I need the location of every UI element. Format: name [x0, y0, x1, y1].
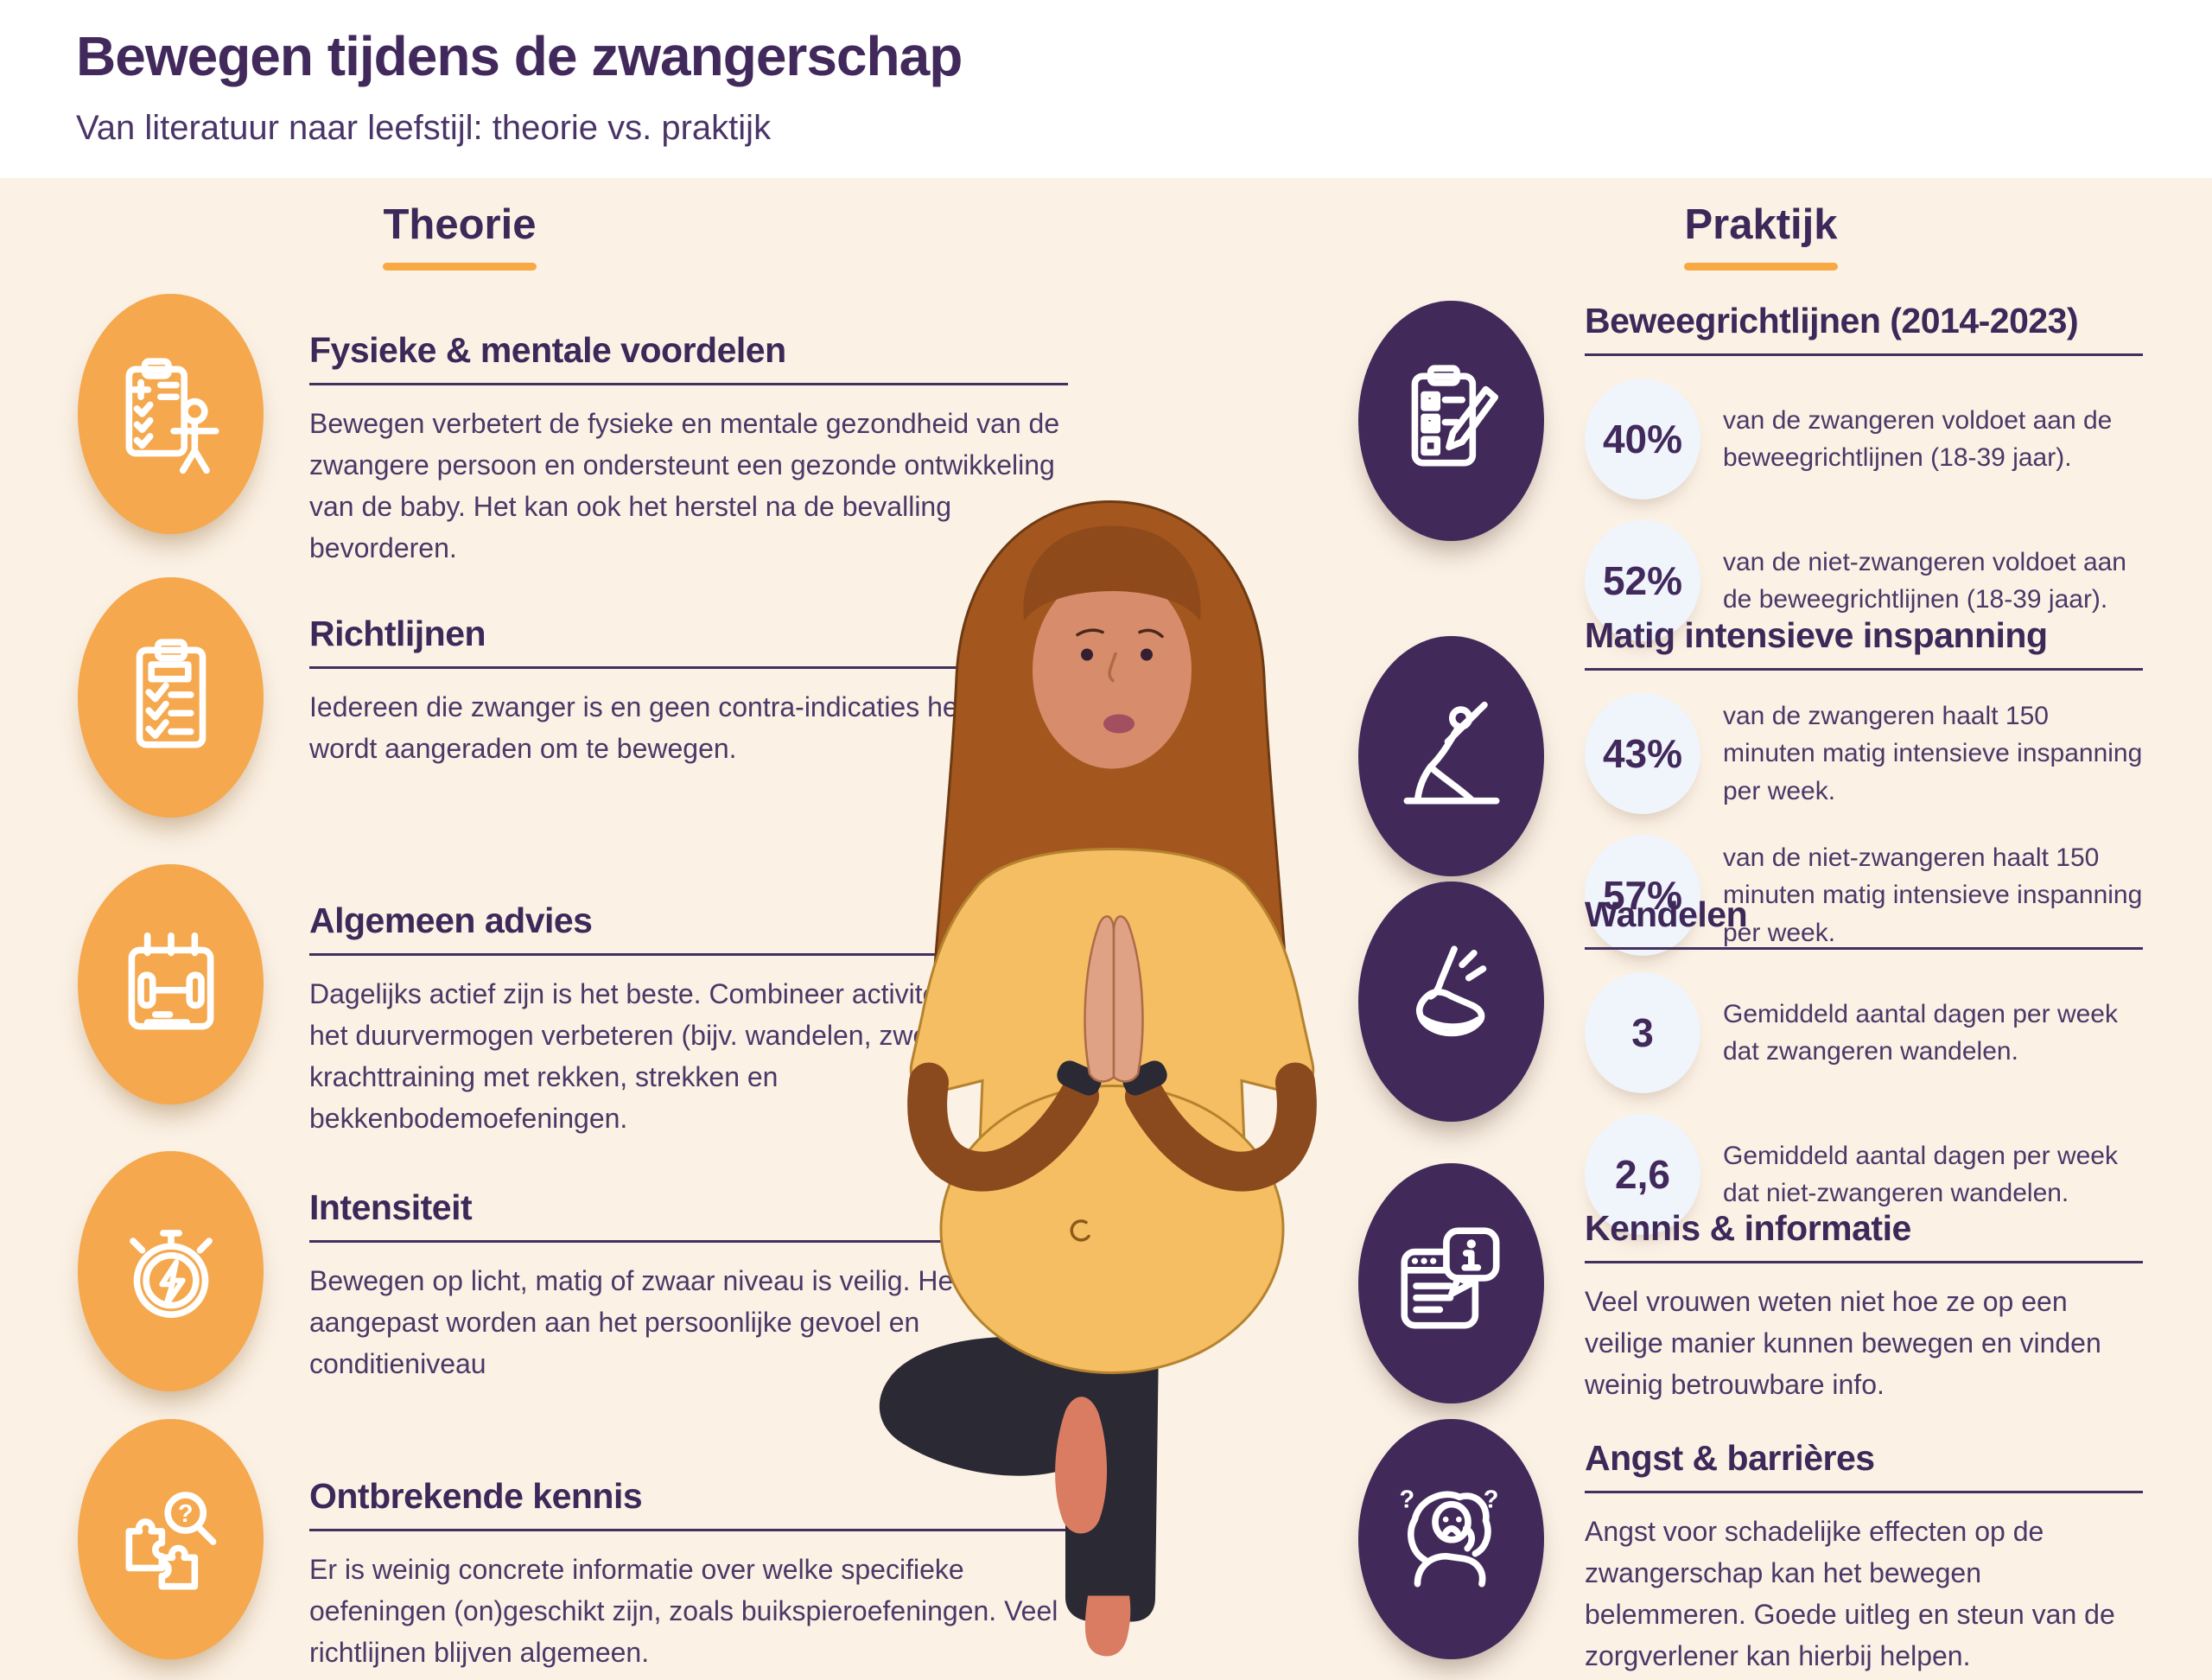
item-title: Ontbrekende kennis — [309, 1476, 1068, 1531]
puzzle-magnifier-icon: ? — [78, 1419, 264, 1659]
stat-row: 52% van de niet-zwangeren voldoet aan de… — [1585, 520, 2143, 641]
practice-item-content: Angst & barrières Angst voor schadelijke… — [1585, 1438, 2143, 1677]
stat-row: 43% van de zwangeren haalt 150 minuten m… — [1585, 693, 2143, 814]
practice-item-content: Kennis & informatie Veel vrouwen weten n… — [1585, 1208, 2143, 1405]
right-eye — [1141, 648, 1153, 661]
stat-description: van de zwangeren haalt 150 minuten matig… — [1723, 701, 2143, 805]
pregnant-woman-yoga-illustration — [879, 500, 1317, 1657]
stat-value-badge: 2,6 — [1585, 1114, 1700, 1235]
item-text: Er is weinig concrete informatie over we… — [309, 1554, 1058, 1668]
clipboard-pencil-icon — [1358, 301, 1544, 541]
stat-description: van de zwangeren voldoet aan de beweegri… — [1723, 405, 2113, 473]
theory-column-label: Theorie — [383, 201, 537, 248]
item-title: Richtlijnen — [309, 614, 1068, 669]
svg-text:?: ? — [1483, 1486, 1498, 1514]
stat-description: van de niet-zwangeren haalt 150 minuten … — [1723, 843, 2143, 947]
item-text: Bewegen op licht, matig of zwaar niveau … — [309, 1265, 1023, 1379]
practice-item-content: Beweegrichtlijnen (2014-2023) 40% van de… — [1585, 301, 2143, 641]
practice-column-label: Praktijk — [1684, 201, 1838, 248]
item-title: Intensiteit — [309, 1187, 1068, 1243]
stat-value-badge: 57% — [1585, 835, 1700, 956]
eyebrows — [1076, 628, 1164, 639]
item-text: Veel vrouwen weten niet hoe ze op een ve… — [1585, 1286, 2101, 1400]
stat-list: 40% van de zwangeren voldoet aan de bewe… — [1585, 379, 2143, 641]
walking-shoe-icon — [1358, 881, 1544, 1122]
item-text: Iedereen die zwanger is en geen contra-i… — [309, 691, 997, 764]
theory-column-title: Theorie — [278, 200, 641, 270]
stat-value-badge: 43% — [1585, 693, 1700, 814]
stopwatch-icon — [78, 1151, 264, 1391]
orange-underline — [1684, 263, 1838, 270]
svg-text:?: ? — [1399, 1486, 1414, 1514]
page-subtitle: Van literatuur naar leefstijl: theorie v… — [76, 109, 772, 147]
orange-underline — [383, 263, 537, 270]
stat-value-badge: 3 — [1585, 972, 1700, 1093]
theory-item-content: Fysieke & mentale voordelen Bewegen verb… — [309, 330, 1068, 569]
stat-row: 2,6 Gemiddeld aantal dagen per week dat … — [1585, 1114, 2143, 1235]
stretching-person-icon — [1358, 636, 1544, 876]
hijab-front-fold — [1023, 525, 1201, 621]
item-title: Fysieke & mentale voordelen — [309, 330, 1068, 385]
left-eye — [1081, 648, 1093, 661]
stat-row: 57% van de niet-zwangeren haalt 150 minu… — [1585, 835, 2143, 956]
item-title: Beweegrichtlijnen (2014-2023) — [1585, 301, 2143, 356]
center-illustration — [808, 474, 1361, 1670]
practice-column-title: Praktijk — [1580, 200, 1942, 270]
navel — [1070, 1219, 1090, 1242]
right-hand — [1112, 915, 1144, 1083]
stat-description: Gemiddeld aantal dagen per week dat zwan… — [1723, 999, 2118, 1066]
lips — [1103, 714, 1135, 734]
standing-foot — [1084, 1595, 1131, 1657]
stat-list: 43% van de zwangeren haalt 150 minuten m… — [1585, 693, 2143, 956]
calendar-dumbbell-icon — [78, 864, 264, 1104]
practice-item-content: Matig intensieve inspanning 43% van de z… — [1585, 615, 2143, 956]
item-title: Kennis & informatie — [1585, 1208, 2143, 1263]
belly — [939, 1085, 1285, 1374]
item-title: Wandelen — [1585, 894, 2143, 950]
theory-item-content: Richtlijnen Iedereen die zwanger is en g… — [309, 614, 1068, 769]
stat-value-badge: 40% — [1585, 379, 1700, 500]
stat-description: Gemiddeld aantal dagen per week dat niet… — [1723, 1141, 2118, 1208]
svg-text:?: ? — [177, 1500, 193, 1528]
left-hand — [1084, 915, 1116, 1083]
item-title: Algemeen advies — [309, 900, 1068, 956]
stat-row: 3 Gemiddeld aantal dagen per week dat zw… — [1585, 972, 2143, 1093]
item-text: Angst voor schadelijke effecten op de zw… — [1585, 1516, 2115, 1671]
stat-description: van de niet-zwangeren voldoet aan de bew… — [1723, 547, 2126, 614]
checklist-icon — [78, 577, 264, 818]
theory-item-content: Ontbrekende kennis Er is weinig concrete… — [309, 1445, 1068, 1673]
face — [1033, 571, 1192, 769]
clipboard-person-icon — [78, 294, 264, 534]
theory-item-content: Intensiteit Bewegen op licht, matig of z… — [309, 1187, 1068, 1384]
item-text: Bewegen verbetert de fysieke en mentale … — [309, 408, 1060, 563]
tucked-foot — [1055, 1397, 1108, 1534]
item-title: Angst & barrières — [1585, 1438, 2143, 1493]
nose — [1108, 652, 1117, 683]
item-title: Matig intensieve inspanning — [1585, 615, 2143, 671]
stat-list: 3 Gemiddeld aantal dagen per week dat zw… — [1585, 972, 2143, 1235]
page-title: Bewegen tijdens de zwangerschap — [76, 25, 963, 87]
worried-person-icon: ? ? — [1358, 1419, 1544, 1659]
folded-leg — [879, 1336, 1093, 1476]
left-arm — [907, 1062, 1099, 1192]
stat-value-badge: 52% — [1585, 520, 1700, 641]
stat-row: 40% van de zwangeren voldoet aan de bewe… — [1585, 379, 2143, 500]
info-browser-icon — [1358, 1163, 1544, 1403]
page-header: Bewegen tijdens de zwangerschap Van lite… — [0, 0, 2212, 178]
right-arm — [1125, 1062, 1317, 1192]
practice-item-content: Wandelen 3 Gemiddeld aantal dagen per we… — [1585, 894, 2143, 1235]
